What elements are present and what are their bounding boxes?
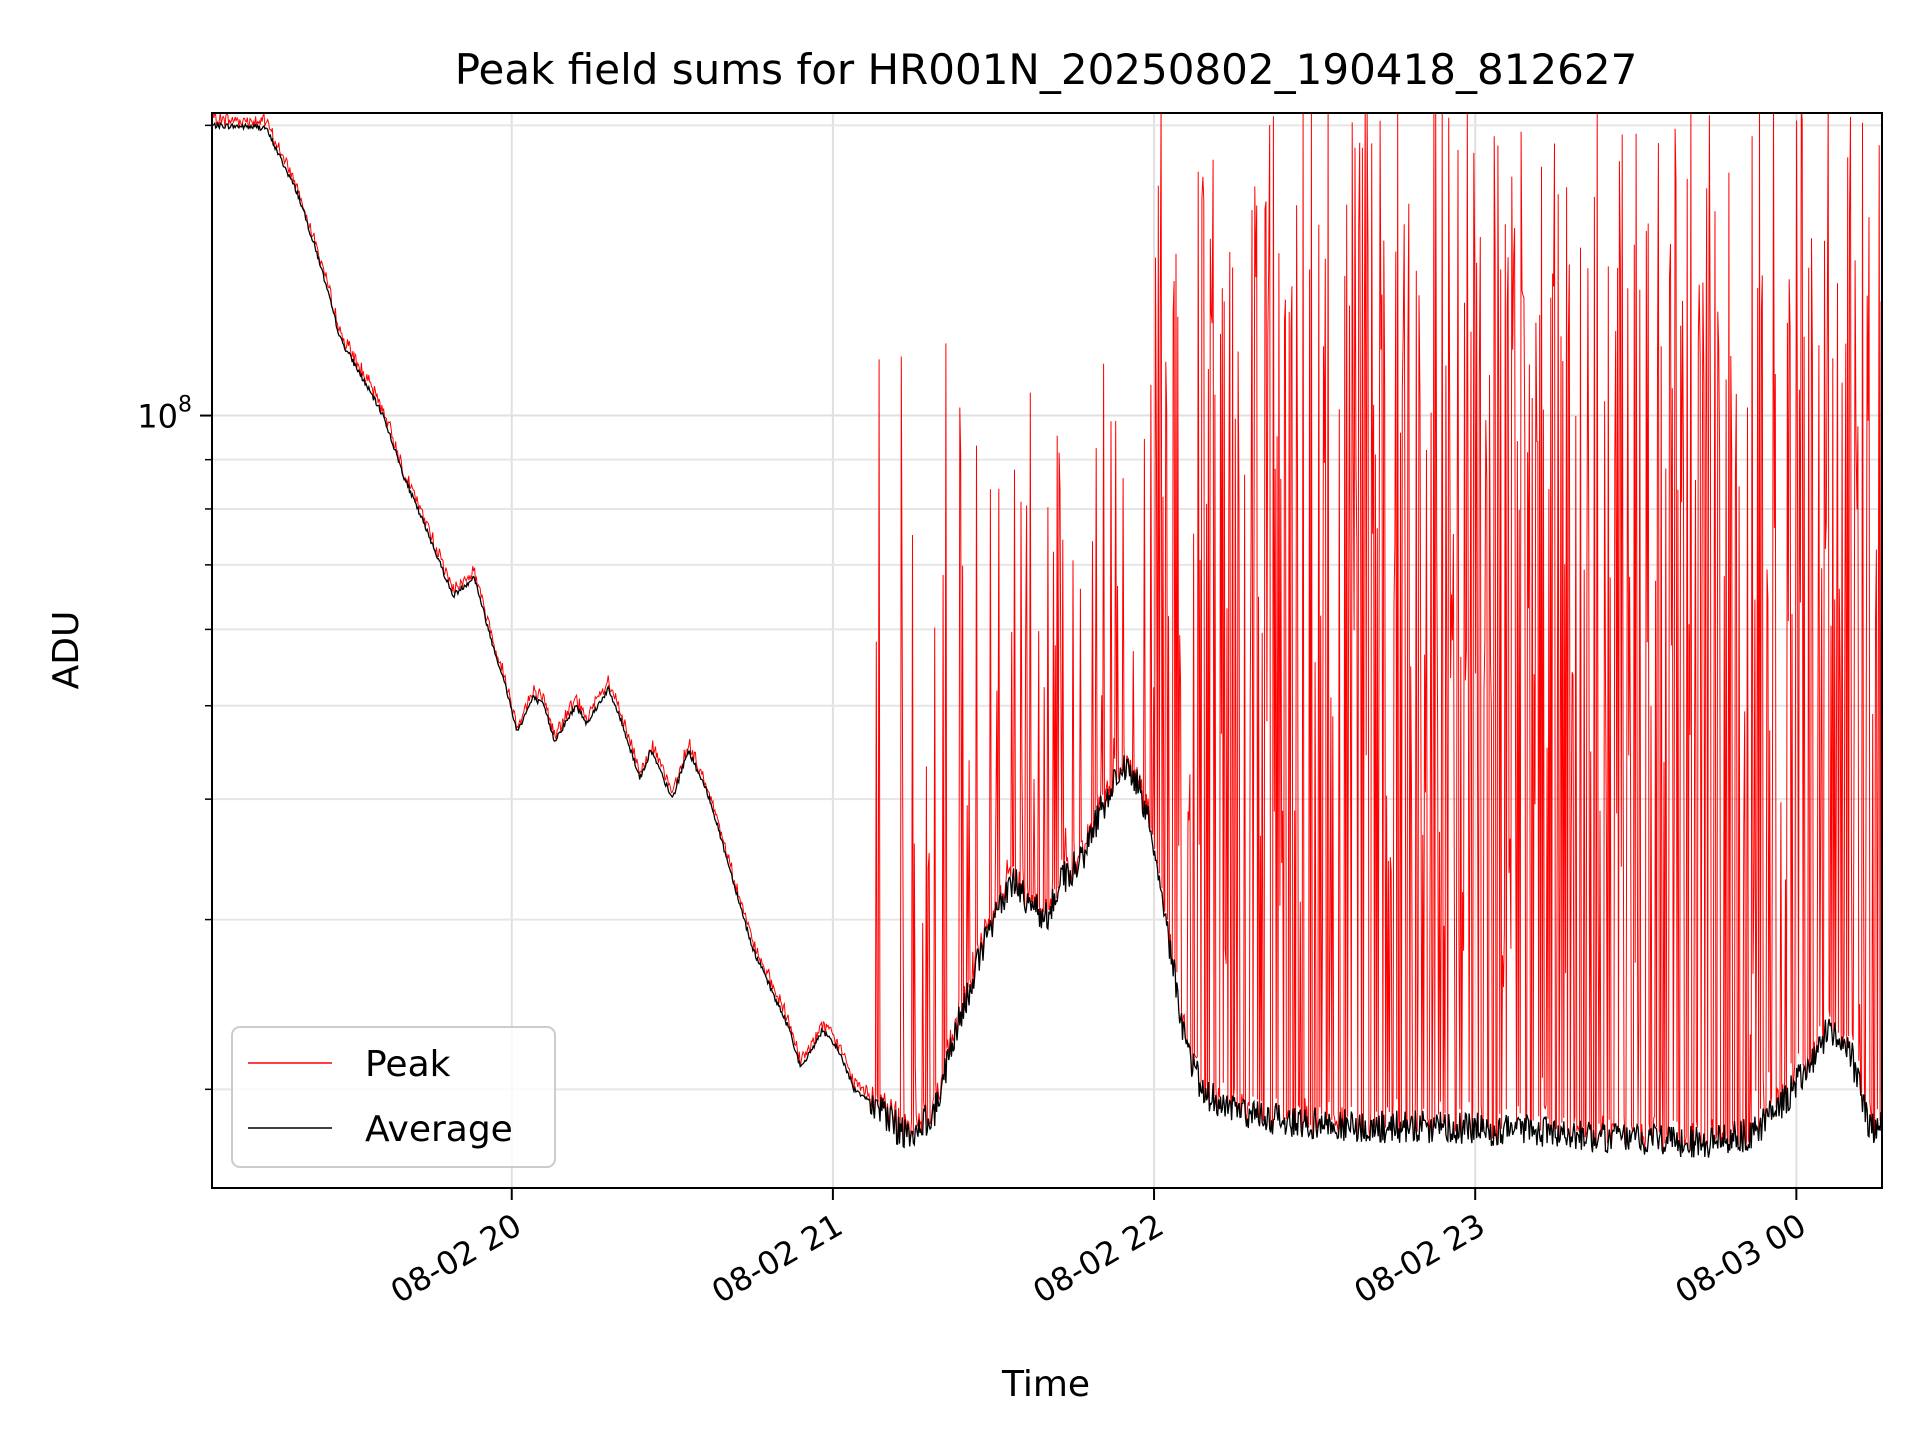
chart-title: Peak field sums for HR001N_20250802_1904…	[455, 45, 1638, 94]
y-tick-label: 108	[137, 393, 192, 436]
plot-area	[212, 113, 1882, 1158]
series-line-average	[212, 121, 1882, 1158]
x-axis-label: Time	[1001, 1364, 1090, 1405]
legend-label-average: Average	[365, 1109, 513, 1150]
legend: Peak Average	[231, 1026, 556, 1168]
y-axis: 108	[137, 124, 212, 1091]
y-axis-label: ADU	[46, 611, 87, 690]
plot-frame	[211, 112, 1883, 1189]
legend-frame	[231, 1026, 556, 1168]
legend-label-peak: Peak	[365, 1044, 451, 1085]
